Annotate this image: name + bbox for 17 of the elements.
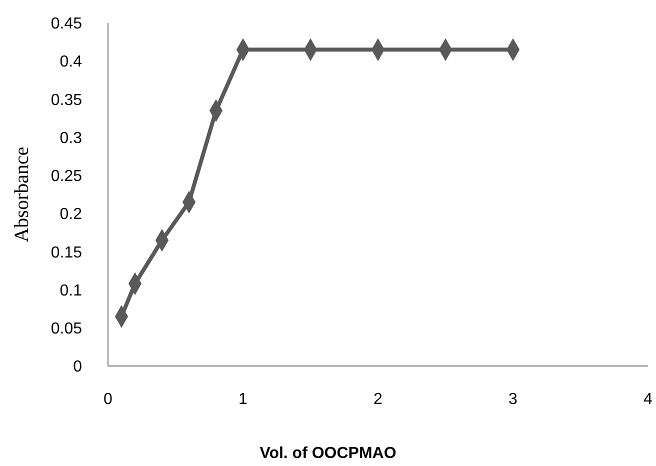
x-tick-label: 4 (644, 391, 653, 408)
y-tick-label: 0.45 (50, 16, 82, 33)
y-tick-label: 0.25 (50, 168, 82, 186)
y-tick-label: 0.1 (60, 282, 82, 300)
y-tick-label: 0 (73, 358, 82, 376)
y-tick-label: 0.35 (50, 92, 82, 109)
x-tick-label: 2 (374, 391, 383, 408)
x-tick-label: 0 (104, 391, 113, 408)
y-tick-label: 0.05 (50, 320, 82, 338)
x-tick-label: 3 (508, 391, 518, 408)
y-tick-label: 0.3 (60, 130, 82, 147)
y-tick-label: 0.4 (60, 54, 82, 71)
y-axis-title: Absorbance (11, 146, 33, 242)
y-tick-label: 0.15 (50, 244, 82, 262)
y-tick-label: 0.2 (60, 206, 82, 224)
x-axis-title: Vol. of OOCPMAO (260, 445, 396, 462)
x-tick-label: 1 (238, 391, 248, 408)
